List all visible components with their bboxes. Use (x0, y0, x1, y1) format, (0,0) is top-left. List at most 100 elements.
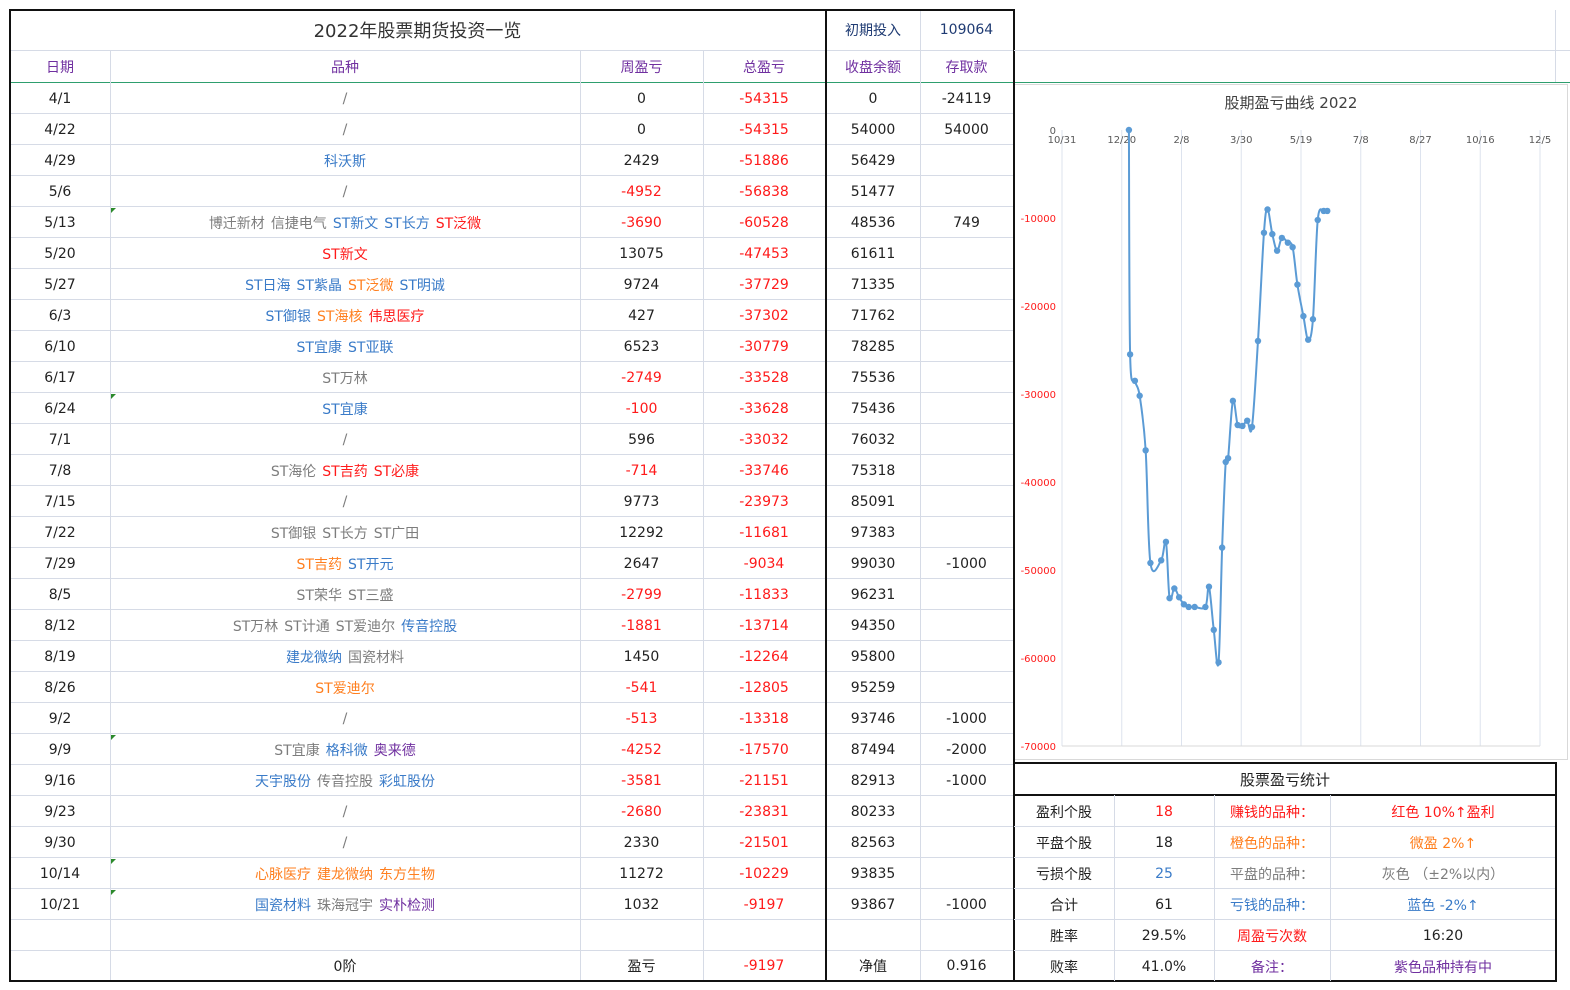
data-point (1294, 281, 1301, 288)
row-deposit (920, 858, 1013, 889)
stock-name: ST海核 (317, 308, 363, 325)
stats-legend-desc: 红色 10%↑盈利 (1391, 804, 1495, 821)
row-total-pl: -33628 (739, 400, 789, 417)
gridline (920, 10, 921, 981)
row-total-pl: -54315 (739, 90, 789, 107)
row-closing-balance: 96231 (850, 586, 896, 603)
data-point (1314, 216, 1321, 224)
data-point (1202, 603, 1209, 611)
x-tick-label: 12/5 (1529, 135, 1551, 146)
stock-name: ST广田 (373, 525, 420, 542)
footer-level: 0阶 (333, 958, 357, 975)
row-variety: ST荣华 ST三盛 (110, 579, 580, 610)
border (9, 9, 1015, 11)
data-point (1175, 594, 1183, 601)
row-deposit (920, 827, 1013, 858)
stock-name: ST三盛 (348, 587, 394, 604)
stock-name: 传音控股 (317, 773, 373, 790)
data-point (1264, 206, 1271, 213)
row-weekly-pl: -2799 (621, 586, 662, 603)
gridline (10, 268, 1013, 269)
stats-legend-key: 亏钱的品种： (1230, 897, 1314, 914)
gridline (110, 50, 111, 981)
row-total-pl: -10229 (739, 865, 789, 882)
row-weekly-pl: -3581 (621, 772, 662, 789)
data-point (1229, 397, 1237, 405)
row-deposit (920, 455, 1013, 486)
row-total-pl: -23973 (739, 493, 789, 510)
y-tick-label: -20000 (1021, 302, 1056, 313)
data-point (1157, 557, 1165, 564)
row-deposit (920, 331, 1013, 362)
footer-pl-label: 盈亏 (627, 958, 656, 975)
row-variety: ST日海 ST紫晶 ST泛微 ST明诚 (110, 269, 580, 300)
row-closing-balance: 71762 (850, 307, 896, 324)
header-total-pl: 总盈亏 (743, 59, 785, 76)
stats-legend-key: 周盈亏次数 (1237, 928, 1307, 945)
gridline (703, 50, 704, 981)
stock-name: 博迁新材 (208, 215, 265, 232)
stock-name: / (342, 834, 348, 851)
data-point (1171, 585, 1178, 592)
row-closing-balance: 51477 (850, 183, 896, 200)
row-date: 10/14 (39, 865, 81, 882)
row-date: 9/16 (44, 772, 76, 789)
initial-investment-label: 初期投入 (845, 23, 901, 39)
stock-name: / (342, 183, 348, 200)
row-date: 9/9 (48, 741, 72, 758)
stock-name: ST吉药 (296, 556, 342, 573)
gridline (1014, 50, 1570, 51)
row-closing-balance: 82563 (850, 834, 896, 851)
stats-value: 18 (1155, 803, 1173, 820)
gridline (1214, 795, 1215, 981)
stock-name: ST御银 (270, 525, 317, 542)
row-closing-balance: 85091 (850, 493, 896, 510)
data-point (1224, 455, 1232, 462)
stock-name: / (342, 431, 348, 448)
gridline (10, 640, 1013, 641)
row-total-pl: -11681 (739, 524, 789, 541)
pl-curve-chart: 股期盈亏曲线 2022 10/31 12/20 2/8 3/30 5/19 7/8 8/27 1… (1014, 84, 1568, 760)
row-closing-balance: 80233 (850, 803, 896, 820)
stock-name: ST爱迪尔 (315, 680, 375, 697)
gridline (10, 857, 1013, 858)
data-point (1210, 626, 1217, 634)
border (1555, 762, 1557, 982)
row-total-pl: -11833 (739, 586, 789, 603)
row-closing-balance: 75436 (850, 400, 896, 417)
stats-legend-desc: 紫色品种持有中 (1394, 959, 1492, 976)
data-point (1142, 447, 1149, 454)
row-closing-balance: 54000 (850, 121, 896, 138)
gridline (10, 702, 1013, 703)
header-weekly-pl: 周盈亏 (620, 59, 663, 76)
row-weekly-pl: 6523 (623, 338, 660, 355)
row-date: 9/2 (48, 710, 72, 727)
row-weekly-pl: 2429 (623, 152, 660, 169)
row-weekly-pl: 9773 (623, 493, 660, 510)
stock-name: 东方生物 (379, 866, 435, 883)
row-variety: 科沃斯 (110, 145, 580, 176)
stats-value: 41.0% (1141, 958, 1187, 975)
border (1013, 794, 1557, 796)
row-variety: / (110, 703, 580, 734)
row-variety: 心脉医疗 建龙微纳 东方生物 (110, 858, 580, 889)
row-date: 8/5 (48, 586, 72, 603)
stats-label: 平盘个股 (1036, 835, 1092, 852)
stats-label: 合计 (1050, 897, 1078, 914)
row-total-pl: -33528 (739, 369, 789, 386)
stats-label: 盈利个股 (1036, 804, 1092, 821)
row-deposit: -1000 (946, 896, 987, 913)
stock-name: ST新文 (332, 215, 379, 232)
row-weekly-pl: 9724 (623, 276, 660, 293)
stock-name: 国瓷材料 (255, 897, 311, 914)
row-deposit: -1000 (946, 555, 987, 572)
border (9, 980, 1015, 982)
stock-name: 科沃斯 (324, 153, 366, 170)
row-total-pl: -9034 (743, 555, 785, 572)
header-closing-balance: 收盘余额 (845, 59, 901, 76)
row-variety: ST海伦 ST吉药 ST必康 (110, 455, 580, 486)
row-variety: 建龙微纳 国瓷材料 (110, 641, 580, 672)
data-point (1218, 544, 1226, 551)
row-weekly-pl: 427 (628, 307, 655, 324)
row-total-pl: -13318 (739, 710, 789, 727)
